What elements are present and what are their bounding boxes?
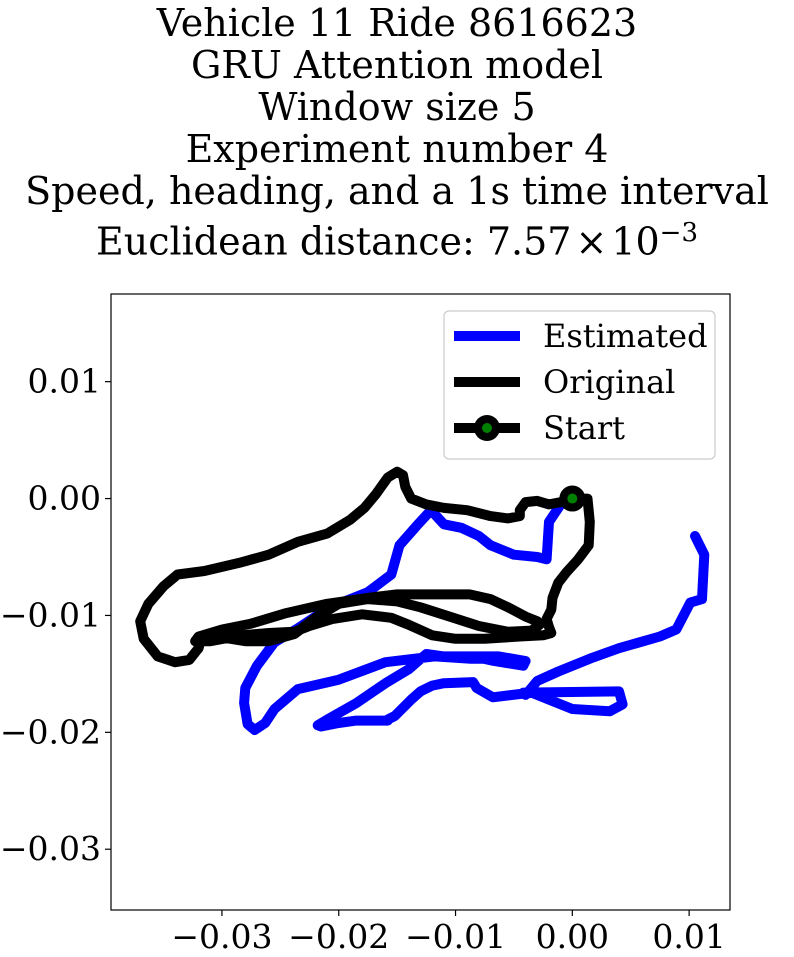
- metric-base: 10: [611, 219, 660, 264]
- y-tick-label: −0.01: [0, 595, 101, 634]
- y-tick-label: −0.03: [0, 829, 101, 868]
- legend: Estimated Original Start: [443, 310, 716, 460]
- series-layer: [135, 466, 710, 735]
- plot-frame: [110, 293, 731, 911]
- x-tick-label: 0.00: [536, 917, 609, 956]
- title-line-window: Window size 5: [258, 85, 536, 129]
- chart-title: Vehicle 11 Ride 8616623 GRU Attention mo…: [0, 0, 794, 263]
- y-tick-label: −0.02: [0, 712, 101, 751]
- tick-layer: −0.03 −0.02 −0.01 0.00 0.01 0.01 0.00 −0.01 −0.0…: [0, 362, 726, 956]
- legend-estimated-label: Estimated: [543, 317, 708, 355]
- y-tick-label: 0.01: [28, 362, 101, 401]
- x-tick-label: −0.01: [405, 917, 506, 956]
- title-line-features: Speed, heading, and a 1s time interval: [25, 169, 769, 213]
- start-marker-center: [567, 493, 578, 504]
- title-line-model: GRU Attention model: [190, 43, 604, 87]
- title-line-vehicle: Vehicle 11 Ride 8616623: [156, 1, 638, 45]
- title-line-experiment: Experiment number 4: [185, 127, 609, 171]
- legend-start-marker-center: [482, 423, 492, 433]
- legend-frame: [443, 310, 716, 460]
- metric-mantissa: 7.57: [486, 219, 572, 264]
- title-line-metric: Euclidean distance: 7.57 × 10−3: [0, 212, 794, 263]
- original-trajectory-line: [135, 466, 595, 668]
- y-tick-label: 0.00: [28, 479, 101, 518]
- x-tick-label: 0.01: [652, 917, 725, 956]
- x-tick-label: −0.03: [171, 917, 272, 956]
- metric-times: ×: [575, 219, 608, 264]
- x-tick-label: −0.02: [288, 917, 389, 956]
- metric-prefix: Euclidean distance:: [96, 219, 487, 264]
- metric-exponent: −3: [659, 218, 698, 248]
- estimated-trajectory-line: [239, 493, 710, 735]
- legend-original-label: Original: [543, 363, 675, 401]
- legend-start-label: Start: [543, 409, 625, 447]
